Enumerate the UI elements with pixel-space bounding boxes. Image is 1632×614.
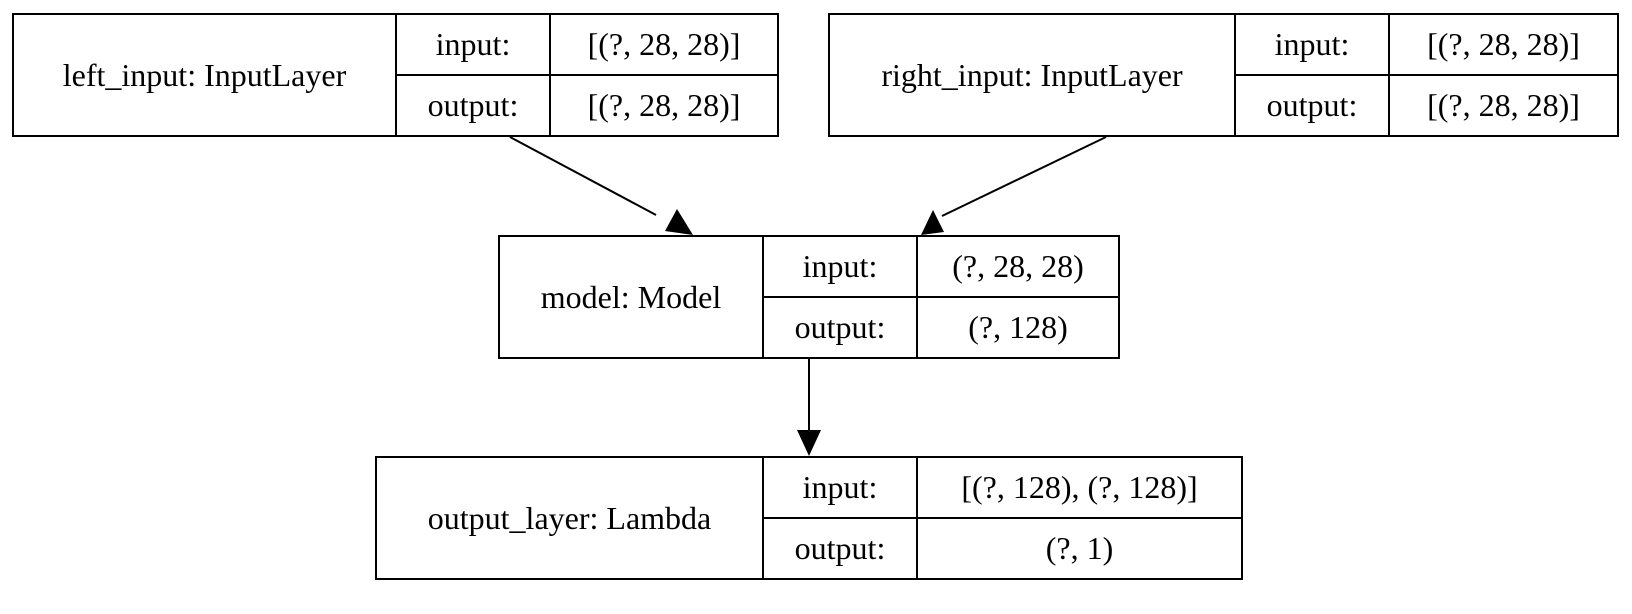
output-row: output: [(?, 28, 28)] [397,74,777,135]
input-row: input: [(?, 128), (?, 128)] [764,458,1241,517]
node-ports: input: [(?, 28, 28)] output: [(?, 28, 28… [1236,15,1617,135]
output-label: output: [397,76,551,135]
arrowhead-right-to-model [921,210,944,235]
node-output-layer[interactable]: output_layer: Lambda input: [(?, 128), (… [375,456,1243,580]
input-row: input: [(?, 28, 28)] [1236,15,1617,74]
output-row: output: (?, 128) [764,296,1118,357]
node-left-input[interactable]: left_input: InputLayer input: [(?, 28, 2… [12,13,779,137]
edge-left-input-to-model [509,136,657,216]
input-shape: [(?, 128), (?, 128)] [961,469,1198,505]
input-shape: [(?, 28, 28)] [1427,26,1580,62]
node-right-input[interactable]: right_input: InputLayer input: [(?, 28, … [828,13,1619,137]
arrowhead-model-to-output [797,430,821,456]
node-title: right_input: InputLayer [830,15,1236,135]
node-model[interactable]: model: Model input: (?, 28, 28) output: … [498,235,1120,359]
input-label: input: [764,237,918,296]
output-shape: (?, 1) [1045,530,1114,566]
output-shape: [(?, 28, 28)] [1427,87,1580,123]
output-label: output: [764,519,918,578]
input-shape: (?, 28, 28) [952,248,1084,284]
output-shape: [(?, 28, 28)] [587,87,741,123]
output-row: output: (?, 1) [764,517,1241,578]
output-label: output: [1236,76,1390,135]
node-ports: input: [(?, 28, 28)] output: [(?, 28, 28… [397,15,777,135]
input-label: input: [1236,15,1390,74]
node-title: output_layer: Lambda [377,458,764,578]
input-row: input: (?, 28, 28) [764,237,1118,296]
edge-right-input-to-model [941,136,1107,217]
node-ports: input: [(?, 128), (?, 128)] output: (?, … [764,458,1241,578]
output-row: output: [(?, 28, 28)] [1236,74,1617,135]
input-label: input: [397,15,551,74]
input-label: input: [764,458,918,517]
node-title: model: Model [500,237,764,357]
node-ports: input: (?, 28, 28) output: (?, 128) [764,237,1118,357]
output-shape: (?, 128) [968,309,1068,345]
input-row: input: [(?, 28, 28)] [397,15,777,74]
output-label: output: [764,298,918,357]
arrowhead-left-to-model [665,209,693,235]
input-shape: [(?, 28, 28)] [587,26,741,62]
node-title: left_input: InputLayer [14,15,397,135]
